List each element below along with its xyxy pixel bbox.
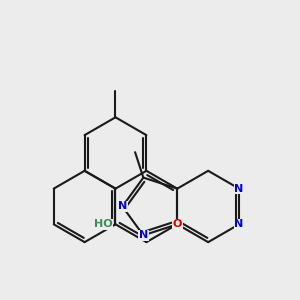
Text: N: N — [118, 202, 127, 212]
Text: N: N — [139, 230, 148, 240]
Text: HO: HO — [94, 219, 112, 229]
Text: N: N — [234, 219, 244, 229]
Text: O: O — [172, 219, 182, 229]
Text: N: N — [234, 184, 244, 194]
